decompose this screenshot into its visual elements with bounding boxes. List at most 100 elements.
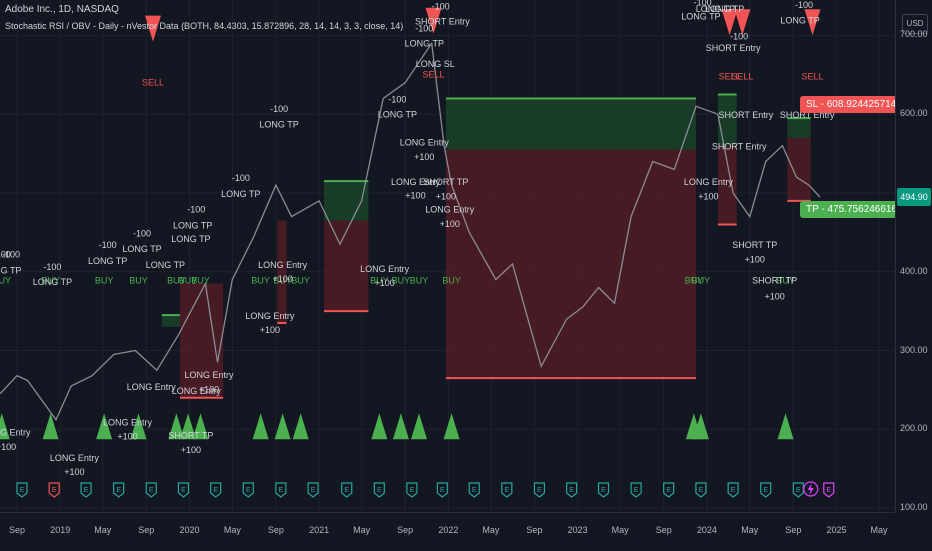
trade-label: LONG TP bbox=[780, 16, 819, 26]
earnings-badge bbox=[501, 482, 513, 498]
buy-signal-label: BUY bbox=[251, 276, 270, 286]
trade-label: +100 bbox=[181, 445, 201, 455]
trade-label: LONG Entry bbox=[684, 177, 734, 187]
earnings-icon[interactable]: E bbox=[566, 482, 578, 498]
earnings-icon[interactable]: E bbox=[501, 482, 513, 498]
earnings-glyph: E bbox=[699, 487, 704, 494]
trade-label: -100 bbox=[133, 228, 151, 238]
trade-label: LONG TP bbox=[122, 244, 161, 254]
stop-loss-zone bbox=[717, 145, 737, 225]
take-profit-callout[interactable]: TP - 475.7562466160 bbox=[800, 201, 895, 219]
x-tick-label: May bbox=[353, 525, 371, 535]
earnings-icon[interactable]: E bbox=[145, 482, 157, 498]
buy-signal-label: BUY bbox=[685, 276, 704, 286]
earnings-icon[interactable]: E bbox=[663, 482, 675, 498]
x-tick-label: 2024 bbox=[696, 525, 717, 535]
y-tick-label: 200.00 bbox=[900, 423, 928, 434]
earnings-glyph: E bbox=[149, 487, 154, 494]
earnings-icon[interactable]: E bbox=[823, 482, 835, 498]
buy-signal-marker bbox=[777, 413, 794, 440]
trade-label: -100 bbox=[388, 94, 406, 104]
buy-signal-label: BUY bbox=[0, 276, 11, 286]
earnings-glyph: E bbox=[246, 487, 251, 494]
earnings-badge bbox=[242, 482, 254, 498]
trade-label: LONG Entry bbox=[103, 417, 153, 427]
earnings-icon[interactable]: E bbox=[792, 482, 804, 498]
earnings-badge bbox=[406, 482, 418, 498]
buy-signal-marker bbox=[0, 413, 10, 440]
time-axis[interactable]: Sep 2019 May Sep 2020 May Sep 2021 May Sep 2022 May… bbox=[0, 512, 895, 551]
y-tick-label: 100.00 bbox=[900, 502, 928, 513]
trade-label: LONG TP bbox=[696, 4, 735, 14]
buy-signal-marker bbox=[168, 413, 185, 440]
buy-signal-label: BUY bbox=[291, 276, 310, 286]
chart-area[interactable]: BUYBUYBUYBUYBUYBUYBUYBUYBUYBUYBUYBUYBUYB… bbox=[0, 0, 895, 512]
x-tick-label: May bbox=[611, 525, 629, 535]
trade-label: LONG SL bbox=[416, 59, 455, 69]
earnings-icon[interactable]: E bbox=[210, 482, 222, 498]
earnings-glyph: E bbox=[666, 487, 671, 494]
x-tick-label: 2021 bbox=[309, 525, 330, 535]
earnings-glyph: E bbox=[344, 487, 349, 494]
lightning-icon[interactable] bbox=[803, 481, 819, 497]
earnings-glyph: E bbox=[537, 487, 542, 494]
lightning-glyph bbox=[807, 483, 814, 495]
buy-signal-label: BUY bbox=[776, 276, 795, 286]
buy-signal-marker bbox=[371, 413, 388, 440]
earnings-icon[interactable]: E bbox=[242, 482, 254, 498]
trade-label: -100 bbox=[415, 24, 433, 34]
price-chart[interactable]: BUYBUYBUYBUYBUYBUYBUYBUYBUYBUYBUYBUYBUYB… bbox=[0, 0, 895, 512]
earnings-icon[interactable]: E bbox=[307, 482, 319, 498]
trade-label: LONG Entry bbox=[50, 453, 100, 463]
stop-loss-callout[interactable]: SL - 608.9244257143 bbox=[800, 96, 895, 114]
earnings-icon[interactable]: E bbox=[16, 482, 28, 498]
x-tick-label: 2025 bbox=[826, 525, 847, 535]
buy-signal-label: BUY bbox=[41, 276, 60, 286]
earnings-icon[interactable]: E bbox=[630, 482, 642, 498]
earnings-badge bbox=[663, 482, 675, 498]
x-tick-label: Sep bbox=[785, 525, 802, 535]
earnings-icon[interactable]: E bbox=[113, 482, 125, 498]
earnings-glyph: E bbox=[504, 487, 509, 494]
earnings-glyph: E bbox=[601, 487, 606, 494]
earnings-glyph: E bbox=[634, 487, 639, 494]
earnings-icon[interactable]: E bbox=[597, 482, 610, 498]
currency-selector[interactable]: USD bbox=[902, 14, 928, 34]
earnings-badge bbox=[16, 482, 28, 498]
trade-label: LONG Entry bbox=[0, 428, 31, 438]
stop-loss-zone bbox=[787, 137, 811, 201]
stop-loss-zone bbox=[277, 220, 287, 323]
earnings-badge bbox=[307, 482, 319, 498]
x-tick-label: Sep bbox=[138, 525, 155, 535]
price-series bbox=[0, 41, 821, 422]
buy-signal-marker bbox=[443, 413, 460, 440]
trade-label: +100 bbox=[440, 219, 460, 229]
trade-label: LONG TP bbox=[0, 265, 21, 275]
buy-signal-label: BUY bbox=[167, 276, 186, 286]
earnings-icon[interactable]: E bbox=[177, 482, 190, 498]
price-axis[interactable]: USD 100.00200.00300.00400.00500.00600.00… bbox=[895, 0, 932, 512]
trade-label: LONG Entry bbox=[391, 177, 441, 187]
earnings-icon[interactable]: E bbox=[48, 482, 60, 498]
earnings-icon[interactable]: E bbox=[436, 482, 448, 498]
earnings-icon[interactable]: E bbox=[533, 482, 546, 498]
buy-signal-label: BUY bbox=[392, 276, 411, 286]
earnings-icon[interactable]: E bbox=[406, 482, 418, 498]
earnings-icon[interactable]: E bbox=[275, 482, 287, 498]
earnings-icon[interactable]: E bbox=[341, 482, 353, 498]
buy-signal-marker bbox=[42, 413, 59, 440]
price-line bbox=[0, 41, 821, 422]
earnings-icon[interactable]: E bbox=[373, 482, 385, 498]
earnings-icon[interactable]: E bbox=[760, 482, 772, 498]
earnings-icon[interactable]: E bbox=[727, 482, 739, 498]
earnings-glyph: E bbox=[377, 487, 382, 494]
trade-label: -100 bbox=[0, 250, 11, 260]
indicator-title[interactable]: Stochastic RSI / OBV - Daily - nVestor D… bbox=[5, 21, 404, 31]
symbol-title[interactable]: Adobe Inc., 1D, NASDAQ bbox=[5, 4, 119, 15]
earnings-icon[interactable]: E bbox=[80, 482, 92, 498]
earnings-icon[interactable]: E bbox=[695, 482, 707, 498]
earnings-glyph: E bbox=[213, 487, 218, 494]
buy-signal-marker bbox=[252, 413, 269, 440]
earnings-icon[interactable]: E bbox=[468, 482, 480, 498]
